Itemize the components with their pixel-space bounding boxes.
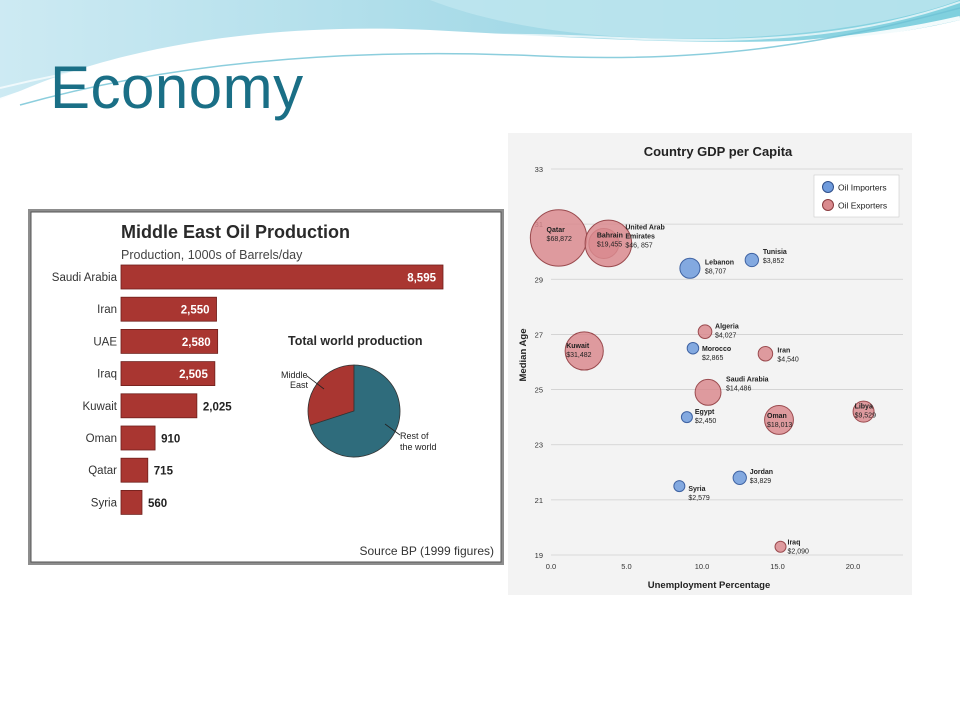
bar-syria — [120, 489, 143, 515]
gdp-chart-title: Country GDP per Capita — [644, 144, 793, 159]
oil-bars: Saudi Arabia 8,595 Iran 2,550 UAE 2,580 Iraq 2,… — [52, 264, 444, 515]
bubble-label-oman: Oman $18,013 — [767, 413, 792, 429]
bubble-label-libya: Libya $9,529 — [855, 404, 877, 420]
bar-value-label: 2,505 — [179, 369, 208, 381]
bar-category-label: Oman — [86, 433, 117, 445]
y-tick-label: 29 — [535, 275, 543, 284]
oil-chart-inner-frame — [30, 211, 502, 563]
bar-category-label: Syria — [91, 497, 118, 509]
bubble-kuwait — [564, 331, 604, 371]
bar-iraq — [120, 361, 216, 387]
bubble-label-algeria: Algeria $4,027 — [715, 324, 739, 340]
bar-iran — [120, 296, 217, 322]
y-tick-label: 23 — [535, 441, 543, 450]
oil-chart-title: Middle East Oil Production — [121, 222, 350, 242]
x-tick-label: 10.0 — [695, 562, 710, 571]
header-wave-decoration — [0, 0, 960, 106]
bubble-lebanon — [679, 257, 701, 279]
pie-title: Total world production — [288, 334, 422, 348]
bar-value-label: 2,580 — [182, 337, 211, 349]
bar-category-label: Kuwait — [82, 401, 117, 413]
bar-saudi-arabia — [120, 264, 444, 290]
y-tick-label: 25 — [535, 386, 543, 395]
bar-kuwait — [120, 393, 198, 419]
bubble-label-saudi-arabia: Saudi Arabia $14,486 — [726, 376, 769, 392]
bar-value-label: 8,595 — [407, 273, 436, 285]
oil-chart-subtitle: Production, 1000s of Barrels/day — [121, 248, 303, 262]
bar-value-label: 2,025 — [203, 401, 232, 413]
gdp-bubble-chart: Country GDP per Capita 19212325272931330… — [508, 133, 912, 595]
bubble-label-egypt: Egypt $2,450 — [695, 409, 717, 425]
pie-label-rest-line1: Rest of — [400, 431, 429, 441]
bubble-morocco — [686, 341, 700, 355]
bubble-united-arab-emirates — [584, 219, 633, 268]
bubble-label-morocco: Morocco $2,865 — [702, 346, 731, 362]
bubble-label-kuwait: Kuwait $31,482 — [566, 343, 591, 359]
bar-category-label: Iraq — [97, 369, 117, 381]
x-tick-label: 20.0 — [846, 562, 861, 571]
oil-production-chart: Middle East Oil Production Production, 1… — [28, 209, 504, 565]
x-tick-label: 0.0 — [546, 562, 556, 571]
bar-value-label: 715 — [154, 466, 174, 478]
legend-importers-label: Oil Importers — [838, 183, 887, 193]
bubble-egypt — [680, 411, 693, 424]
bubble-tunisia — [744, 252, 760, 268]
gdp-legend: Oil Importers Oil Exporters — [813, 174, 900, 218]
slide-title: Economy — [50, 54, 304, 121]
world-production-pie — [307, 364, 401, 458]
oil-chart-source: Source BP (1999 figures) — [359, 544, 494, 558]
bar-value-label: 2,550 — [181, 305, 210, 317]
pie-label-middle-east-line2: East — [290, 380, 309, 390]
x-tick-label: 15.0 — [770, 562, 785, 571]
y-tick-label: 19 — [535, 551, 543, 560]
bar-uae — [120, 329, 219, 354]
bar-value-label: 910 — [161, 434, 180, 446]
pie-slice-rest-of-the-world — [309, 364, 401, 458]
bubble-label-qatar: Qatar $68,872 — [547, 227, 572, 243]
y-tick-label: 33 — [535, 165, 543, 174]
bar-value-label: 560 — [148, 498, 167, 510]
bubble-label-bahrain: Bahrain $19,455 — [597, 232, 623, 248]
bar-oman — [120, 425, 156, 451]
bubble-libya — [852, 400, 875, 423]
y-tick-label: 27 — [535, 330, 543, 339]
bubble-saudi-arabia — [694, 378, 722, 406]
bar-qatar — [120, 457, 149, 483]
bubble-iran — [757, 345, 774, 362]
pie-label-rest-line2: the world — [400, 442, 437, 452]
legend-importers-swatch — [822, 181, 834, 193]
bubble-oman — [764, 404, 794, 435]
bubble-iraq — [774, 540, 787, 553]
bar-category-label: Iran — [97, 304, 117, 316]
bubble-label-iran: Iran $4,540 — [777, 348, 799, 364]
bubble-label-syria: Syria $2,579 — [688, 486, 710, 502]
bubble-label-lebanon: Lebanon $8,707 — [705, 259, 734, 275]
y-tick-label: 21 — [535, 496, 543, 505]
gdp-bubbles: Lebanon $8,707 Tunisia $3,852 Morocco $2,865 E… — [529, 209, 877, 556]
bar-category-label: Qatar — [88, 465, 117, 477]
x-tick-label: 5.0 — [621, 562, 631, 571]
legend-exporters-swatch — [822, 199, 834, 211]
bubble-label-tunisia: Tunisia $3,852 — [763, 249, 787, 265]
legend-exporters-label: Oil Exporters — [838, 201, 887, 211]
bubble-algeria — [697, 324, 713, 339]
bar-category-label: Saudi Arabia — [52, 272, 118, 284]
bubble-label-jordan: Jordan $3,829 — [750, 469, 773, 485]
pie-leader-middle-east — [306, 375, 325, 390]
pie-label-middle-east-line1: Middle — [281, 370, 308, 380]
bubble-label-iraq: Iraq $2,090 — [788, 540, 810, 556]
bubble-syria — [673, 480, 686, 493]
bubble-label-united-arab-emirates: United Arab Emirates $46, 857 — [625, 224, 664, 249]
gdp-x-axis-label: Unemployment Percentage — [648, 580, 770, 591]
bubble-jordan — [732, 470, 747, 485]
bar-category-label: UAE — [93, 336, 117, 348]
pie-leader-rest — [384, 423, 401, 436]
gdp-y-axis-label: Median Age — [518, 329, 529, 382]
